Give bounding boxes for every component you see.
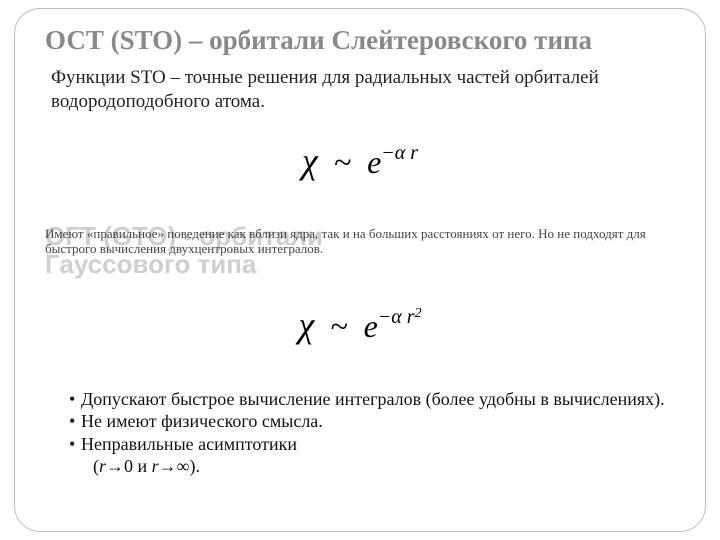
equation2-e: e (364, 308, 378, 344)
equation2-tilde: ~ (330, 308, 347, 344)
equation-2-wrap: χ ~ e−α r2 (45, 278, 675, 388)
bullet-3-sub: (r→0 и r→∞). (81, 455, 675, 478)
midblock: ОГТ (GTO) - орбитали Гауссового типа Име… (45, 222, 675, 278)
equation-chi: χ (302, 141, 318, 181)
equation-gto: χ ~ e−α r2 (298, 304, 421, 346)
equation-tilde: ~ (334, 144, 351, 180)
r2: r (152, 456, 159, 476)
equation2-exp-power: 2 (415, 306, 422, 321)
equation2-chi: χ (298, 305, 314, 345)
intro-paragraph: Функции STO – точные решения для радиаль… (51, 66, 669, 114)
equation2-exp: −α r2 (378, 306, 422, 328)
equation2-exp-base: −α r (378, 306, 415, 328)
gto-bullets: Допускают быстрое вычисление интегралов … (45, 388, 675, 478)
equation-exp: −α r (381, 142, 418, 164)
equation-e: e (367, 144, 381, 180)
toinf: →∞). (159, 456, 200, 476)
heading-sto: ОСТ (STO) – орбитали Слейтеровского типа (45, 25, 675, 56)
bullet-3-text: Неправильные асимптотики (81, 434, 297, 454)
bullet-2: Не имеют физического смысла. (69, 410, 675, 433)
slide-frame: ОСТ (STO) – орбитали Слейтеровского типа… (14, 8, 706, 532)
r1: r (99, 456, 106, 476)
bullet-1: Допускают быстрое вычисление интегралов … (69, 388, 675, 411)
bullet-3: Неправильные асимптотики (r→0 и r→∞). (69, 433, 675, 478)
to0: →0 и (106, 456, 152, 476)
equation-sto: χ ~ e−α r (302, 140, 418, 182)
sto-behavior-paragraph: Имеют «правильное» поведение как вблизи … (45, 226, 675, 257)
equation-1-wrap: χ ~ e−α r (45, 114, 675, 234)
